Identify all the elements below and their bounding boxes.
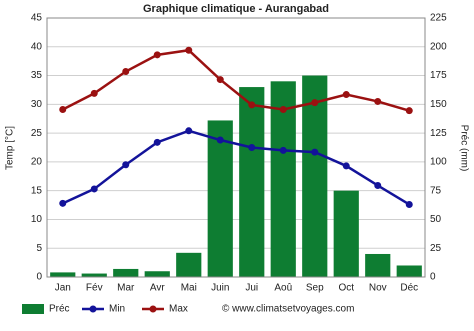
legend-swatch — [22, 304, 44, 314]
point — [216, 136, 224, 144]
legend-label: Min — [109, 304, 125, 315]
point — [279, 106, 287, 114]
x-tick-label: Nov — [369, 283, 387, 294]
x-tick-label: Jui — [245, 283, 258, 294]
y-tick-label: 10 — [31, 214, 43, 225]
bar — [81, 273, 107, 277]
bar — [176, 252, 202, 277]
point — [90, 185, 98, 193]
y2-tick-label: 100 — [430, 157, 447, 168]
y2-tick-label: 50 — [430, 214, 442, 225]
point — [122, 68, 130, 76]
legend-swatch — [149, 305, 157, 313]
point — [311, 148, 319, 156]
y2-tick-label: 225 — [430, 13, 447, 24]
y2-tick-label: 200 — [430, 41, 447, 52]
x-tick-label: Avr — [150, 283, 165, 294]
point — [216, 76, 224, 84]
point — [185, 46, 193, 54]
point — [374, 181, 382, 189]
x-tick-label: Juin — [211, 283, 229, 294]
point — [153, 138, 161, 146]
y2-tick-label: 150 — [430, 99, 447, 110]
point — [342, 162, 350, 170]
legend-swatch — [89, 305, 97, 313]
bar — [144, 271, 170, 277]
x-tick-label: Fév — [86, 283, 103, 294]
line — [62, 129, 410, 206]
bar — [50, 272, 76, 277]
point — [374, 97, 382, 105]
bar — [396, 265, 422, 277]
y-tick-label: 35 — [31, 70, 43, 81]
bar — [113, 268, 139, 277]
point — [153, 51, 161, 59]
bar — [270, 81, 296, 277]
bar — [333, 190, 359, 277]
point — [90, 89, 98, 97]
y-tick-label: 15 — [31, 185, 43, 196]
y-axis-label: Temp [°C] — [5, 126, 16, 170]
y2-axis-label: Préc (mm) — [458, 125, 469, 172]
y-tick-label: 25 — [31, 128, 43, 139]
bar — [239, 87, 265, 277]
bar — [302, 75, 328, 277]
point — [405, 107, 413, 115]
point — [311, 99, 319, 107]
point — [248, 101, 256, 109]
x-tick-label: Jan — [55, 283, 71, 294]
y2-tick-label: 0 — [430, 272, 436, 283]
y-tick-label: 40 — [31, 41, 43, 52]
x-tick-label: Mai — [181, 283, 197, 294]
point — [59, 199, 67, 207]
x-tick-label: Aoû — [274, 283, 292, 294]
point — [185, 127, 193, 135]
y-tick-label: 45 — [31, 13, 43, 24]
y-tick-label: 30 — [31, 99, 43, 110]
y-tick-label: 0 — [36, 272, 42, 283]
point — [122, 161, 130, 169]
x-tick-label: Mar — [117, 283, 135, 294]
y2-tick-label: 125 — [430, 128, 447, 139]
point — [279, 146, 287, 154]
x-tick-label: Sep — [306, 283, 324, 294]
y2-tick-label: 175 — [430, 70, 447, 81]
legend-label: Préc — [49, 304, 70, 315]
y-tick-label: 5 — [36, 243, 42, 254]
point — [342, 91, 350, 99]
line — [62, 48, 410, 112]
bar — [365, 253, 391, 277]
y2-tick-label: 75 — [430, 185, 442, 196]
y-tick-label: 20 — [31, 157, 43, 168]
point — [59, 106, 67, 114]
bar — [207, 120, 233, 278]
y2-tick-label: 25 — [430, 243, 442, 254]
x-tick-label: Oct — [338, 283, 354, 294]
x-tick-label: Déc — [400, 283, 418, 294]
watermark: © www.climatsetvoyages.com — [222, 304, 354, 315]
point — [248, 144, 256, 151]
legend-label: Max — [169, 304, 188, 315]
chart-title: Graphique climatique - Aurangabad — [143, 3, 329, 15]
plot-frame — [46, 17, 426, 278]
point — [405, 200, 413, 208]
